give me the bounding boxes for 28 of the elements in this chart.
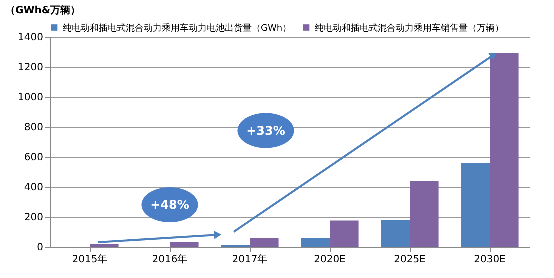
bar bbox=[461, 163, 490, 247]
y-tick-label: 200 bbox=[24, 212, 44, 224]
x-tick-label: 2015年 bbox=[72, 254, 108, 266]
bar bbox=[170, 242, 199, 247]
y-tick-label: 1200 bbox=[18, 62, 44, 74]
y-tick-label: 400 bbox=[24, 182, 44, 194]
x-tick-label: 2020E bbox=[314, 254, 346, 266]
y-tick-label: 800 bbox=[24, 122, 44, 134]
y-tick-label: 0 bbox=[37, 242, 44, 254]
legend-label: 纯电动和插电式混合动力乘用车销售量（万辆） bbox=[315, 22, 504, 34]
y-tick-label: 600 bbox=[24, 152, 44, 164]
annotation: +33% bbox=[246, 124, 286, 138]
y-tick-label: 1000 bbox=[18, 92, 44, 104]
bar bbox=[301, 238, 330, 247]
bar bbox=[330, 220, 359, 247]
x-tick-label: 2016年 bbox=[152, 254, 188, 266]
y-axis-title: （GWh&万辆） bbox=[6, 4, 81, 16]
annotation: +48% bbox=[150, 198, 190, 212]
bar bbox=[490, 54, 519, 247]
bar bbox=[410, 181, 439, 247]
y-tick-label: 1400 bbox=[18, 32, 44, 44]
x-tick-label: 2025E bbox=[394, 254, 426, 266]
bar bbox=[90, 244, 119, 247]
bar bbox=[381, 220, 410, 247]
bar bbox=[250, 238, 279, 247]
x-tick-label: 2030E bbox=[474, 254, 506, 266]
legend-label: 纯电动和插电式混合动力乘用车动力电池出货量（GWh） bbox=[63, 22, 292, 34]
x-tick-label: 2017年 bbox=[232, 254, 268, 266]
